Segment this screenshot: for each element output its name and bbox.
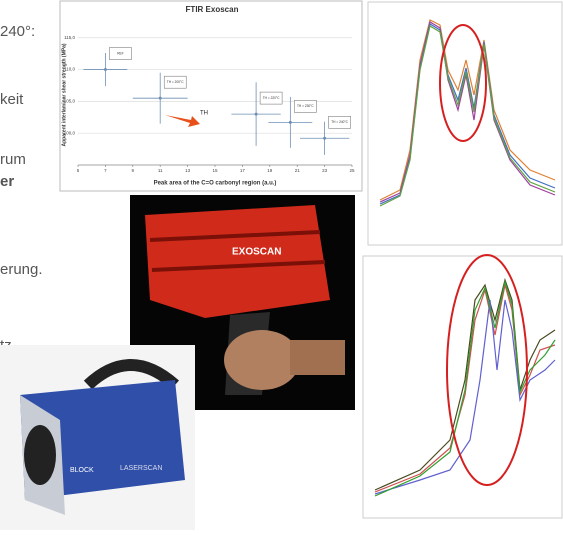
chart-title: FTIR Exoscan <box>186 5 239 14</box>
x-tick-label: 11 <box>158 168 163 173</box>
x-tick-label: 25 <box>349 168 355 173</box>
device-label: LASERSCAN <box>120 465 162 472</box>
y-tick-label: 105,0 <box>64 99 76 104</box>
slide-text: er <box>0 173 14 190</box>
x-tick-label: 13 <box>185 168 191 173</box>
spectra-bottom <box>363 255 562 518</box>
point-label: TH = 240°C <box>331 120 348 124</box>
annotation: TH <box>200 111 208 117</box>
point-label: TH = 200°C <box>167 80 184 84</box>
slide: 240°: keit rum er erung. tz FTIR Exoscan… <box>0 0 563 530</box>
device-label: BLOCK <box>70 467 94 474</box>
slide-text: erung. <box>0 261 43 278</box>
slide-text: rum <box>0 151 26 168</box>
y-tick-label: 115,0 <box>64 35 75 40</box>
point <box>289 121 292 124</box>
x-tick-label: 21 <box>295 168 301 173</box>
x-axis-label: Peak area of the C=O carbonyl region (a.… <box>154 181 277 187</box>
y-tick-label: 110,0 <box>64 67 75 72</box>
page: 240°: keit rum er erung. tz FTIR Exoscan… <box>0 0 563 530</box>
point <box>159 97 162 100</box>
x-tick-label: 19 <box>267 168 273 173</box>
y-tick-label: 100,0 <box>64 130 76 135</box>
slide-text: 240°: <box>0 23 35 40</box>
device-label: EXOSCAN <box>232 247 281 258</box>
point <box>255 113 258 116</box>
x-tick-label: 15 <box>212 168 218 173</box>
point-label: REF <box>117 51 123 55</box>
point <box>323 137 326 140</box>
spectra-top <box>368 2 562 245</box>
laserscan-photo: BLOCK LASERSCAN <box>0 345 195 530</box>
slide-text: keit <box>0 91 24 108</box>
point-label: TH = 220°C <box>263 96 280 100</box>
point-label: TH = 230°C <box>297 104 314 108</box>
x-tick-label: 17 <box>240 168 246 173</box>
point <box>104 68 107 71</box>
chart-frame <box>60 1 362 191</box>
x-tick-label: 23 <box>322 168 328 173</box>
